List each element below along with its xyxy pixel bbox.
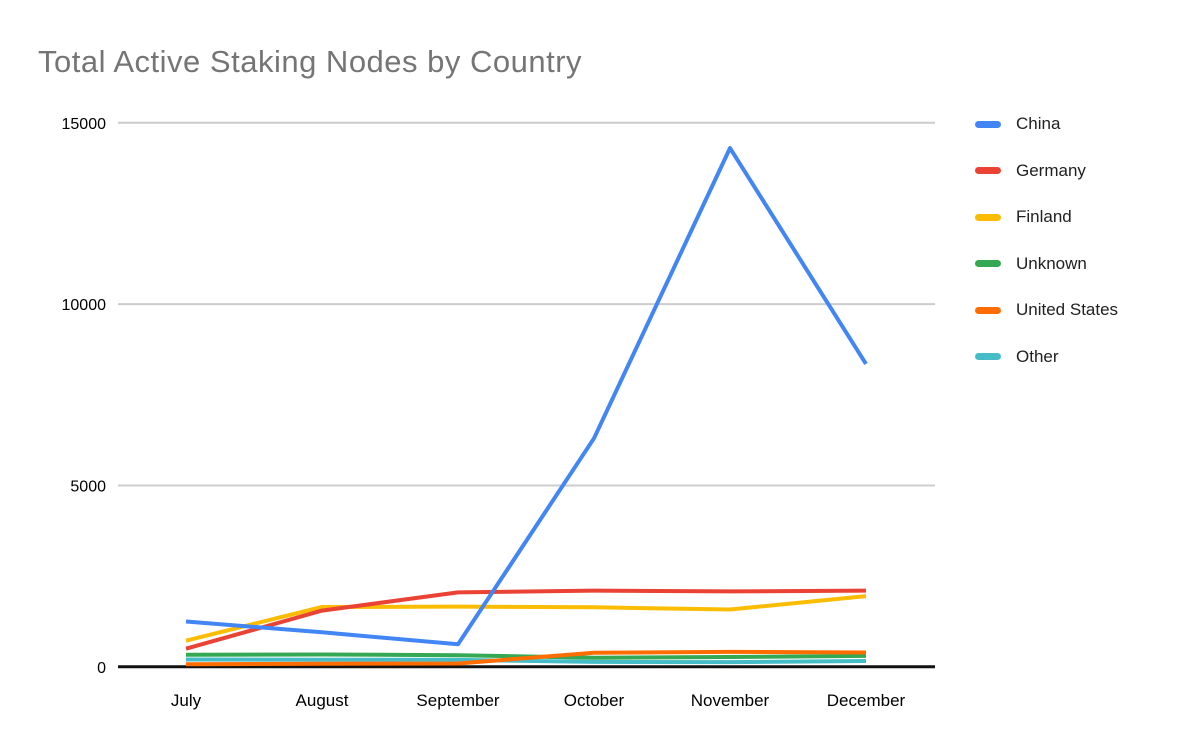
chart-title: Total Active Staking Nodes by Country	[38, 44, 583, 79]
series-line-finland	[185, 594, 867, 643]
y-axis-tick-label: 15000	[62, 116, 107, 133]
legend-label: Other	[1016, 346, 1059, 366]
series-line-germany	[185, 588, 867, 651]
series-line-other	[185, 657, 867, 665]
legend-label: Germany	[1016, 160, 1086, 180]
legend-item-finland: Finland	[975, 206, 1118, 228]
x-axis-tick-label: November	[691, 691, 770, 710]
series-line-united-states	[185, 649, 867, 667]
legend-item-germany: Germany	[975, 160, 1118, 182]
x-axis-tick-label: July	[171, 691, 202, 710]
legend-swatch-icon	[975, 306, 1001, 314]
legend-label: Unknown	[1016, 253, 1087, 273]
x-axis-tick-label: August	[296, 691, 349, 710]
legend-item-united-states: United States	[975, 299, 1118, 321]
legend-item-china: China	[975, 113, 1118, 135]
legend-swatch-icon	[975, 213, 1001, 221]
y-axis-tick-label: 0	[97, 660, 106, 677]
legend-label: Finland	[1016, 207, 1072, 226]
legend-swatch-icon	[975, 353, 1001, 360]
legend-label: United States	[1016, 300, 1119, 319]
legend: China Germany Finland Unknown United States O…	[975, 113, 1118, 392]
x-axis-tick-label: December	[827, 691, 906, 710]
legend-item-unknown: Unknown	[975, 253, 1118, 275]
x-axis-tick-label: October	[564, 691, 625, 710]
legend-swatch-icon	[975, 260, 1001, 267]
series-line-china	[185, 146, 868, 647]
legend-swatch-icon	[975, 167, 1001, 174]
legend-swatch-icon	[975, 120, 1001, 128]
y-axis-tick-label: 5000	[70, 478, 106, 495]
y-axis-tick-label: 10000	[62, 297, 107, 314]
legend-label: China	[1016, 114, 1061, 133]
x-axis-tick-label: September	[416, 691, 499, 710]
legend-item-other: Other	[975, 346, 1118, 368]
